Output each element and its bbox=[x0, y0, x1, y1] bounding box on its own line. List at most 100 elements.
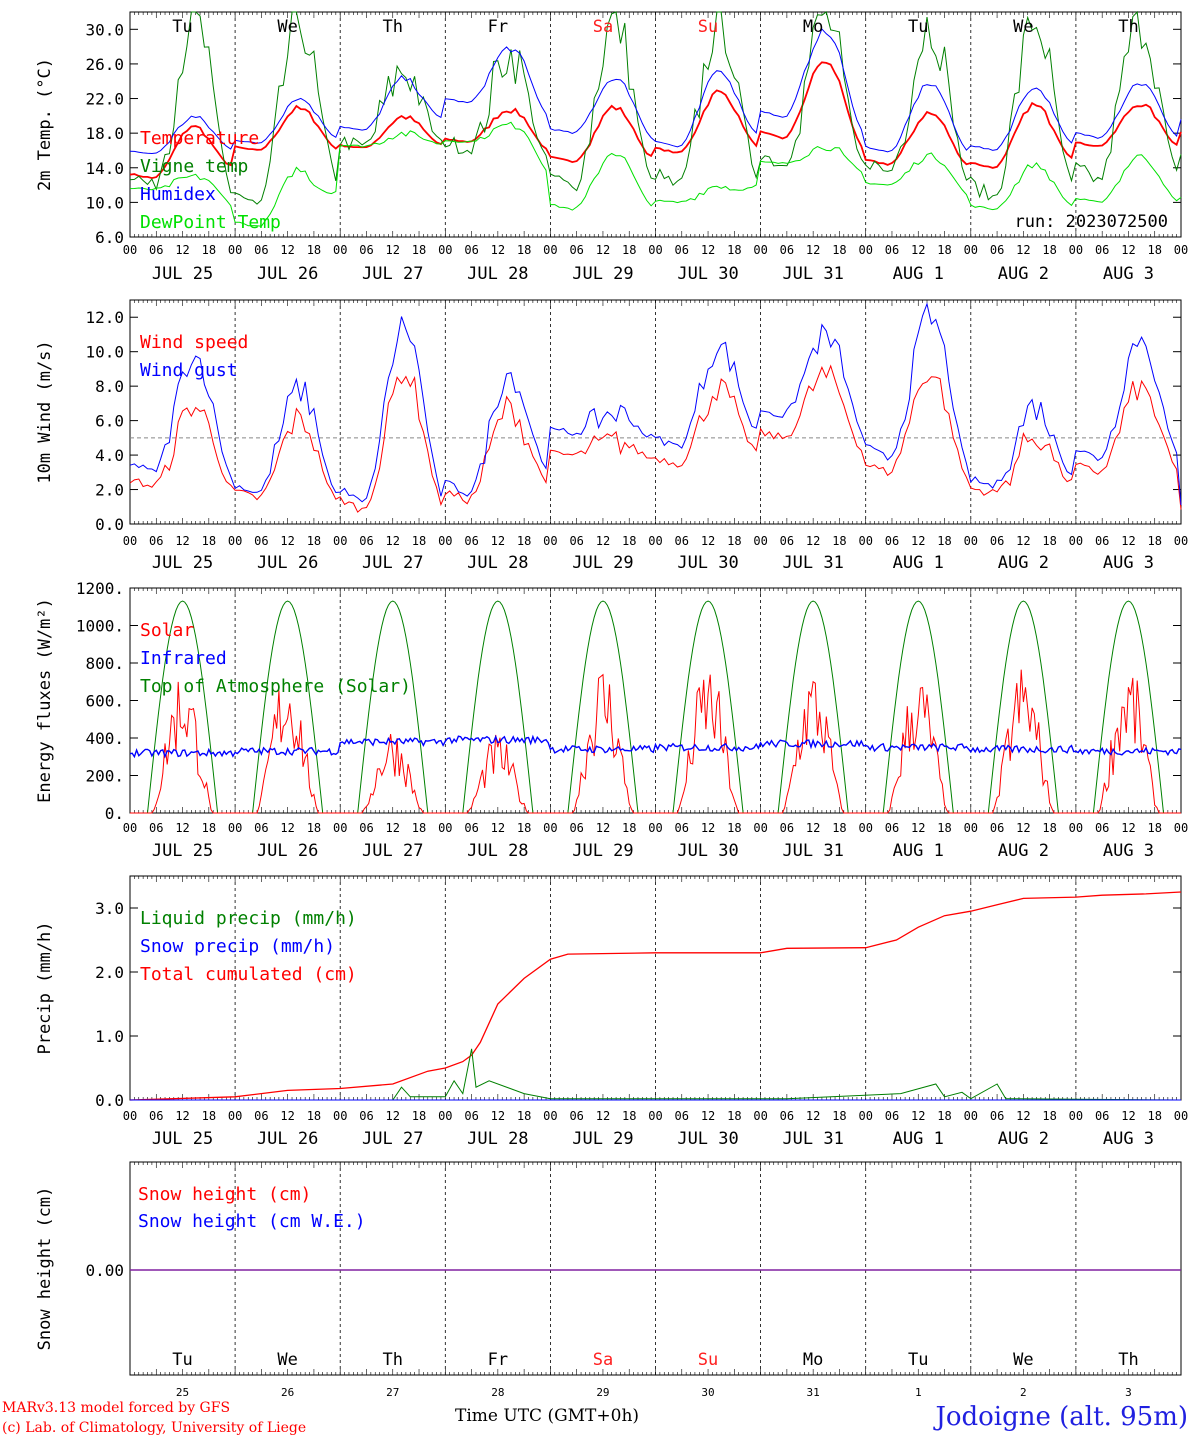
hour-tick-label: 06 bbox=[359, 1109, 373, 1123]
date-tick-label: JUL 28 bbox=[467, 264, 528, 284]
series-line-0 bbox=[129, 364, 1182, 513]
series-line-1 bbox=[129, 10, 1182, 205]
y-axis-title: 10m Wind (m/s) bbox=[35, 340, 55, 483]
hour-tick-label: 06 bbox=[569, 243, 583, 257]
hour-tick-label: 12 bbox=[1121, 243, 1135, 257]
weekday-label: Th bbox=[1118, 17, 1138, 37]
hour-tick-label: 12 bbox=[596, 1109, 610, 1123]
hour-tick-label: 06 bbox=[464, 243, 478, 257]
hour-tick-label: 18 bbox=[1042, 1109, 1056, 1123]
hour-tick-label: 18 bbox=[307, 534, 321, 548]
date-tick-label: JUL 25 bbox=[152, 1129, 213, 1149]
hour-tick-label: 00 bbox=[1174, 1109, 1188, 1123]
weekday-label: Su bbox=[698, 1350, 718, 1370]
date-tick-label: AUG 3 bbox=[1103, 264, 1154, 284]
hour-tick-label: 00 bbox=[228, 243, 242, 257]
hour-tick-label: 06 bbox=[1095, 534, 1109, 548]
series-line-0 bbox=[129, 891, 1182, 1101]
hour-tick-label: 12 bbox=[911, 1109, 925, 1123]
legend-entry: Top of Atmosphere (Solar) bbox=[140, 676, 411, 697]
weekday-label: We bbox=[277, 17, 297, 37]
y-tick-label: 600. bbox=[85, 692, 124, 711]
date-tick-label: JUL 31 bbox=[782, 264, 843, 284]
hour-tick-label: 12 bbox=[280, 243, 294, 257]
hour-tick-label: 00 bbox=[333, 821, 347, 835]
hour-tick-label: 12 bbox=[1121, 821, 1135, 835]
hour-tick-label: 06 bbox=[149, 821, 163, 835]
hour-tick-label: 12 bbox=[911, 534, 925, 548]
legend-entry: DewPoint Temp bbox=[140, 212, 281, 233]
hour-tick-label: 00 bbox=[753, 821, 767, 835]
y-tick-label: 12.0 bbox=[85, 308, 124, 327]
hour-tick-label: 06 bbox=[569, 534, 583, 548]
hour-tick-label: 12 bbox=[596, 534, 610, 548]
date-tick-label: JUL 29 bbox=[572, 841, 633, 861]
date-tick-label: JUL 30 bbox=[677, 553, 738, 573]
hour-tick-label: 06 bbox=[990, 534, 1004, 548]
hour-tick-label: 12 bbox=[386, 534, 400, 548]
hour-tick-label: 12 bbox=[1016, 534, 1030, 548]
hour-tick-label: 12 bbox=[491, 1109, 505, 1123]
y-axis-title: Precip (mm/h) bbox=[35, 921, 55, 1054]
hour-tick-label: 00 bbox=[543, 534, 557, 548]
hour-tick-label: 12 bbox=[701, 243, 715, 257]
y-tick-label: 30.0 bbox=[85, 20, 124, 39]
hour-tick-label: 18 bbox=[202, 1109, 216, 1123]
hour-tick-label: 06 bbox=[990, 1109, 1004, 1123]
hour-tick-label: 06 bbox=[464, 821, 478, 835]
hour-tick-label: 12 bbox=[1016, 1109, 1030, 1123]
day-number-label: 27 bbox=[386, 1386, 399, 1399]
hour-tick-label: 12 bbox=[701, 534, 715, 548]
hour-tick-label: 18 bbox=[517, 243, 531, 257]
hour-tick-label: 00 bbox=[438, 534, 452, 548]
weekday-label: We bbox=[1013, 17, 1033, 37]
y-tick-label: 1.0 bbox=[95, 1027, 124, 1046]
hour-tick-label: 06 bbox=[254, 821, 268, 835]
y-tick-label: 0. bbox=[105, 804, 124, 823]
hour-tick-label: 12 bbox=[596, 243, 610, 257]
hour-tick-label: 06 bbox=[885, 821, 899, 835]
hour-tick-label: 00 bbox=[753, 1109, 767, 1123]
hour-tick-label: 00 bbox=[123, 534, 137, 548]
hour-tick-label: 12 bbox=[491, 534, 505, 548]
hour-tick-label: 00 bbox=[964, 821, 978, 835]
hour-tick-label: 06 bbox=[464, 534, 478, 548]
hour-tick-label: 00 bbox=[228, 821, 242, 835]
hour-tick-label: 12 bbox=[911, 243, 925, 257]
weekday-label: Fr bbox=[488, 1350, 508, 1370]
weekday-label: Th bbox=[383, 1350, 403, 1370]
date-tick-label: JUL 27 bbox=[362, 264, 423, 284]
hour-tick-label: 00 bbox=[333, 534, 347, 548]
date-tick-label: JUL 25 bbox=[152, 553, 213, 573]
hour-tick-label: 00 bbox=[753, 534, 767, 548]
day-number-label: 28 bbox=[491, 1386, 504, 1399]
hour-tick-label: 12 bbox=[491, 243, 505, 257]
hour-tick-label: 00 bbox=[753, 243, 767, 257]
hour-tick-label: 00 bbox=[648, 821, 662, 835]
hour-tick-label: 18 bbox=[832, 1109, 846, 1123]
hour-tick-label: 00 bbox=[858, 534, 872, 548]
hour-tick-label: 18 bbox=[202, 243, 216, 257]
y-tick-label: 10.0 bbox=[85, 193, 124, 212]
weekday-label: Sa bbox=[593, 1350, 613, 1370]
hour-tick-label: 12 bbox=[175, 1109, 189, 1123]
legend-entry: Total cumulated (cm) bbox=[140, 964, 357, 985]
hour-tick-label: 12 bbox=[1016, 821, 1030, 835]
hour-tick-label: 12 bbox=[280, 1109, 294, 1123]
hour-tick-label: 18 bbox=[1042, 534, 1056, 548]
y-tick-label: 0.00 bbox=[85, 1261, 124, 1280]
hour-tick-label: 12 bbox=[1016, 243, 1030, 257]
hour-tick-label: 18 bbox=[307, 243, 321, 257]
legend-entry: Temperature bbox=[140, 128, 259, 149]
weekday-label: Sa bbox=[593, 17, 613, 37]
y-tick-label: 6.0 bbox=[95, 412, 124, 431]
legend-entry: Liquid precip (mm/h) bbox=[140, 908, 357, 929]
hour-tick-label: 06 bbox=[780, 534, 794, 548]
hour-tick-label: 06 bbox=[780, 243, 794, 257]
hour-tick-label: 00 bbox=[648, 534, 662, 548]
date-tick-label: AUG 2 bbox=[998, 1129, 1049, 1149]
y-axis-title: Energy fluxes (W/m²) bbox=[35, 598, 55, 803]
hour-tick-label: 00 bbox=[1069, 243, 1083, 257]
hour-tick-label: 00 bbox=[543, 1109, 557, 1123]
date-tick-label: JUL 26 bbox=[257, 264, 318, 284]
